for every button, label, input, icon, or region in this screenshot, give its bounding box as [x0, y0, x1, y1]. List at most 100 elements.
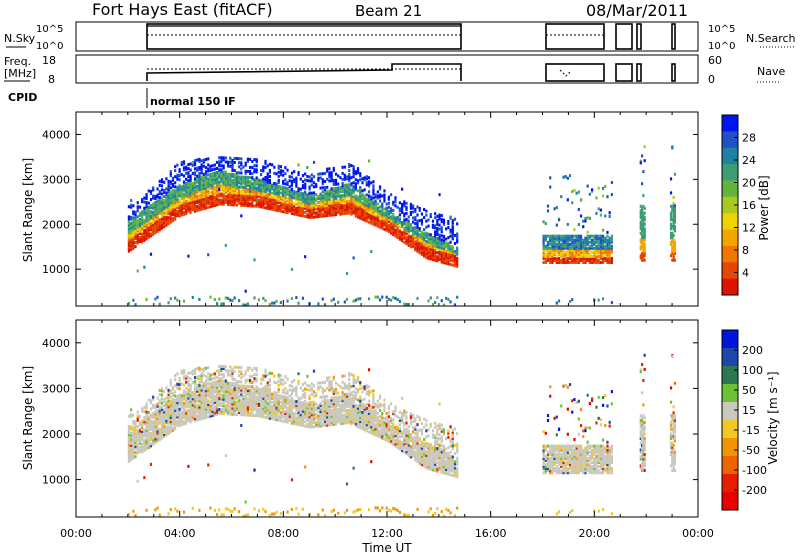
power-echo-cell [156, 193, 159, 197]
power-echo-cell [356, 179, 360, 183]
velocity-echo-cell [134, 420, 137, 424]
velocity-echo-cell [143, 444, 146, 448]
power-echo-cell [584, 254, 587, 258]
power-echo-cell [275, 182, 278, 186]
power-echo-cell [330, 199, 333, 203]
power-echo-cell [156, 199, 159, 203]
power-echo-cell [555, 301, 558, 305]
power-echo-cell [207, 197, 210, 201]
power-echo-cell [672, 249, 675, 253]
power-echo-cell [423, 250, 426, 254]
power-echo-cell [282, 195, 285, 199]
velocity-echo-cell [304, 391, 307, 395]
velocity-echo-cell [248, 366, 252, 370]
power-echo-cell [398, 201, 401, 205]
velocity-echo-cell [182, 408, 186, 412]
power-echo-cell [198, 165, 201, 169]
velocity-echo-cell [163, 389, 166, 393]
power-echo-cell [257, 186, 261, 190]
power-echo-cell [202, 195, 205, 199]
velocity-echo-cell [163, 430, 166, 434]
velocity-echo-cell [218, 403, 221, 407]
velocity-echo-cell [185, 374, 188, 378]
power-echo-cell [167, 222, 170, 226]
power-echo-cell [365, 175, 368, 179]
velocity-echo-cell [255, 366, 258, 370]
power-echo-cell [442, 253, 446, 257]
power-echo-cell [414, 242, 417, 246]
power-echo-cell [229, 172, 232, 176]
power-echo-cell [171, 188, 175, 192]
velocity-echo-cell [169, 409, 172, 413]
velocity-echo-cell [174, 384, 177, 388]
power-echo-cell [451, 245, 454, 249]
power-echo-cell [562, 244, 565, 248]
power-echo-cell [363, 194, 366, 198]
power-echo-cell [308, 211, 311, 215]
power-echo-cell [381, 220, 384, 224]
power-echo-cell [352, 256, 355, 260]
power-echo-cell [301, 196, 305, 200]
power-echo-cell [385, 218, 388, 222]
velocity-echo-cell [266, 401, 269, 405]
velocity-echo-cell [218, 379, 221, 383]
power-echo-cell [262, 185, 265, 189]
velocity-echo-cell [200, 415, 203, 419]
power-echo-cell [321, 206, 324, 210]
power-echo-cell [595, 252, 598, 256]
velocity-echo-cell [323, 380, 327, 384]
power-echo-cell [231, 189, 234, 193]
power-echo-cell [178, 206, 181, 210]
power-echo-cell [553, 252, 556, 256]
power-echo-cell [359, 206, 362, 210]
power-echo-cell [229, 191, 232, 195]
power-echo-cell [608, 240, 611, 244]
power-echo-cell [321, 212, 324, 216]
velocity-echo-cell [213, 372, 216, 376]
power-echo-cell [345, 193, 349, 197]
power-echo-cell [640, 229, 644, 233]
power-echo-cell [345, 207, 349, 211]
velocity-echo-cell [209, 412, 212, 416]
power-echo-cell [425, 243, 428, 247]
power-echo-cell [363, 216, 366, 220]
velocity-echo-cell [165, 419, 168, 423]
velocity-echo-cell [244, 388, 247, 392]
power-echo-cell [593, 242, 596, 246]
velocity-echo-cell [312, 421, 316, 425]
power-echo-cell [642, 170, 645, 174]
velocity-echo-cell [156, 506, 159, 510]
velocity-echo-cell [321, 389, 324, 393]
velocity-echo-cell [248, 391, 252, 395]
power-echo-cell [226, 201, 230, 205]
power-echo-cell [412, 240, 415, 244]
power-echo-cell [222, 174, 225, 178]
velocity-echo-cell [171, 391, 175, 395]
power-echo-cell [348, 191, 351, 195]
power-echo-cell [672, 216, 675, 220]
power-echo-cell [145, 205, 148, 209]
power-echo-cell [207, 189, 210, 193]
power-echo-cell [593, 238, 596, 242]
velocity-echo-cell [141, 438, 144, 442]
power-echo-cell [240, 181, 243, 185]
power-echo-cell [328, 189, 331, 193]
velocity-echo-cell [213, 384, 216, 388]
velocity-echo-cell [145, 420, 148, 424]
power-echo-cell [429, 215, 432, 219]
power-echo-cell [643, 254, 646, 258]
power-echo-cell [226, 203, 230, 207]
velocity-echo-cell [220, 387, 223, 391]
power-echo-cell [317, 215, 320, 219]
power-echo-cell [251, 196, 254, 200]
velocity-echo-cell [251, 409, 254, 413]
velocity-echo-cell [176, 372, 179, 376]
power-echo-cell [182, 196, 186, 200]
power-echo-cell [642, 229, 645, 233]
power-echo-cell [407, 241, 410, 245]
power-echo-cell [233, 203, 236, 207]
power-echo-cell [398, 217, 401, 221]
velocity-echo-cell [185, 415, 188, 419]
power-echo-cell [564, 260, 567, 264]
power-echo-cell [209, 201, 212, 205]
